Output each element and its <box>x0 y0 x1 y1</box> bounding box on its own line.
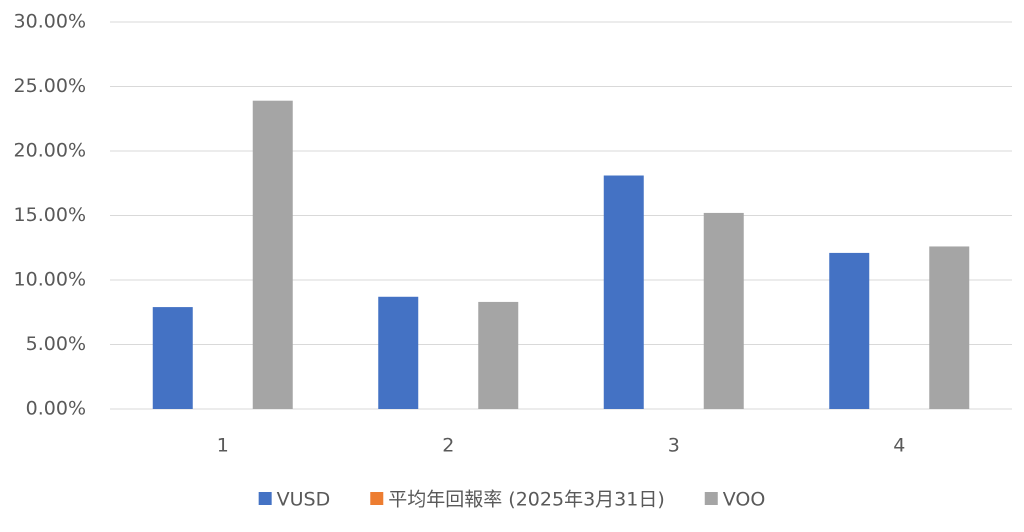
y-tick-label: 25.00% <box>14 75 86 97</box>
bar <box>152 307 193 409</box>
x-tick-label: 3 <box>668 435 680 457</box>
y-tick-label: 5.00% <box>26 333 86 355</box>
x-tick-label: 2 <box>442 435 454 457</box>
bar <box>252 100 293 409</box>
x-tick-label: 1 <box>217 435 229 457</box>
y-tick-label: 15.00% <box>14 204 86 226</box>
legend-label: VUSD <box>277 489 331 511</box>
bar <box>703 212 744 409</box>
y-tick-label: 20.00% <box>14 140 86 162</box>
bar <box>603 175 644 409</box>
y-tick-label: 10.00% <box>14 269 86 291</box>
y-tick-label: 30.00% <box>14 11 86 33</box>
legend-label: 平均年回報率 (2025年3月31日) <box>388 489 664 511</box>
y-tick-label: 0.00% <box>26 398 86 420</box>
bar <box>478 301 519 409</box>
legend-swatch <box>258 492 272 505</box>
bar <box>929 246 970 409</box>
legend-label: VOO <box>723 489 766 511</box>
bar <box>378 296 419 409</box>
x-tick-label: 4 <box>893 435 905 457</box>
bar <box>829 252 870 409</box>
legend-swatch <box>704 492 718 505</box>
legend-swatch <box>370 492 384 505</box>
